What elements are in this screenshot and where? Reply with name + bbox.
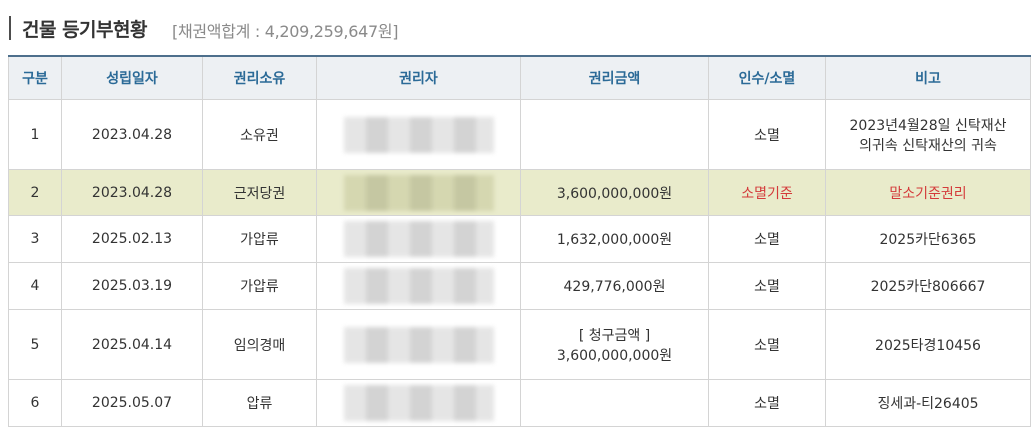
- note-line-1: 2023년4월28일 신탁재산: [849, 117, 1007, 134]
- cell-holder: [316, 169, 521, 216]
- redacted-holder: [343, 174, 494, 211]
- table-row-baseline: 2 2023.04.28 근저당권 3,600,000,000원 소멸기준 말소…: [8, 169, 1031, 216]
- cell-no: 3: [8, 215, 62, 263]
- cell-note: 말소기준권리: [825, 169, 1031, 216]
- redacted-holder: [343, 221, 494, 257]
- cell-status: 소멸: [708, 309, 826, 380]
- cell-no: 6: [8, 379, 62, 427]
- amount-label: [ 청구금액 ]: [578, 327, 651, 344]
- cell-date: 2025.03.19: [61, 262, 203, 310]
- section-header: 건물 등기부현황 [채권액합계 : 4,209,259,647원]: [0, 0, 1036, 55]
- title-accent-bar: [9, 16, 11, 40]
- note-line-2: 의귀속 신탁재산의 귀속: [859, 137, 997, 154]
- redacted-holder: [343, 385, 494, 421]
- table-row: 3 2025.02.13 가압류 1,632,000,000원 소멸 2025카…: [8, 215, 1031, 263]
- cell-holder: [316, 379, 521, 427]
- cell-date: 2023.04.28: [61, 169, 203, 216]
- cell-amount: [520, 379, 709, 427]
- table-row: 1 2023.04.28 소유권 소멸 2023년4월28일 신탁재산 의귀속 …: [8, 99, 1031, 170]
- col-header-date: 성립일자: [61, 55, 203, 100]
- cell-note: 2025타경10456: [825, 309, 1031, 380]
- cell-amount: 429,776,000원: [520, 262, 709, 310]
- redacted-holder: [343, 268, 494, 304]
- cell-type: 가압류: [202, 215, 317, 263]
- cell-date: 2023.04.28: [61, 99, 203, 170]
- amount-value: 3,600,000,000원: [556, 347, 673, 364]
- table-row: 5 2025.04.14 임의경매 [ 청구금액 ] 3,600,000,000…: [8, 309, 1031, 380]
- cell-date: 2025.04.14: [61, 309, 203, 380]
- cell-date: 2025.02.13: [61, 215, 203, 263]
- cell-status: 소멸: [708, 262, 826, 310]
- cell-date: 2025.05.07: [61, 379, 203, 427]
- cell-no: 2: [8, 169, 62, 216]
- cell-status: 소멸기준: [708, 169, 826, 216]
- cell-no: 1: [8, 99, 62, 170]
- table-row: 4 2025.03.19 가압류 429,776,000원 소멸 2025카단8…: [8, 262, 1031, 310]
- cell-note: 2025카단806667: [825, 262, 1031, 310]
- cell-status: 소멸: [708, 215, 826, 263]
- cell-type: 가압류: [202, 262, 317, 310]
- registry-table: 구분 성립일자 권리소유 권리자 권리금액 인수/소멸 비고 1 2023.04…: [8, 55, 1031, 427]
- cell-note: 징세과-티26405: [825, 379, 1031, 427]
- cell-type: 압류: [202, 379, 317, 427]
- col-header-status: 인수/소멸: [708, 55, 826, 100]
- cell-amount: [520, 99, 709, 170]
- cell-note: 2025카단6365: [825, 215, 1031, 263]
- col-header-type: 권리소유: [202, 55, 317, 100]
- cell-type: 임의경매: [202, 309, 317, 380]
- cell-holder: [316, 99, 521, 170]
- cell-holder: [316, 215, 521, 263]
- cell-amount: 3,600,000,000원: [520, 169, 709, 216]
- table-row: 6 2025.05.07 압류 소멸 징세과-티26405: [8, 379, 1031, 427]
- cell-type: 근저당권: [202, 169, 317, 216]
- cell-note: 2023년4월28일 신탁재산 의귀속 신탁재산의 귀속: [825, 99, 1031, 170]
- cell-status: 소멸: [708, 99, 826, 170]
- cell-no: 4: [8, 262, 62, 310]
- cell-type: 소유권: [202, 99, 317, 170]
- col-header-amount: 권리금액: [520, 55, 709, 100]
- col-header-no: 구분: [8, 55, 62, 100]
- cell-no: 5: [8, 309, 62, 380]
- col-header-holder: 권리자: [316, 55, 521, 100]
- col-header-note: 비고: [825, 55, 1031, 100]
- table-header-row: 구분 성립일자 권리소유 권리자 권리금액 인수/소멸 비고: [8, 55, 1031, 100]
- cell-holder: [316, 262, 521, 310]
- section-title: 건물 등기부현황: [22, 19, 147, 41]
- cell-holder: [316, 309, 521, 380]
- cell-status: 소멸: [708, 379, 826, 427]
- redacted-holder: [343, 116, 494, 153]
- cell-amount: 1,632,000,000원: [520, 215, 709, 263]
- claim-total: [채권액합계 : 4,209,259,647원]: [172, 22, 399, 41]
- cell-amount: [ 청구금액 ] 3,600,000,000원: [520, 309, 709, 380]
- redacted-holder: [343, 326, 494, 363]
